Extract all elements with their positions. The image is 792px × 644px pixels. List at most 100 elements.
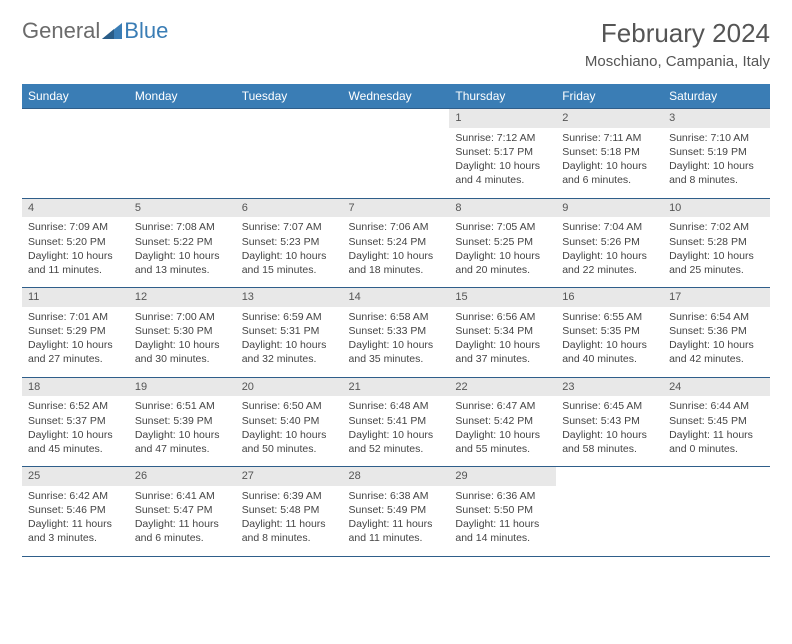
day-detail-cell (343, 128, 450, 198)
day-detail-line: Daylight: 10 hours and 37 minutes. (455, 338, 550, 366)
day-detail-line: Daylight: 10 hours and 13 minutes. (135, 249, 230, 277)
day-detail-cell: Sunrise: 6:36 AMSunset: 5:50 PMDaylight:… (449, 486, 556, 556)
location-text: Moschiano, Campania, Italy (585, 53, 770, 70)
day-detail-line: Daylight: 11 hours and 14 minutes. (455, 517, 550, 545)
day-detail-line: Sunrise: 6:59 AM (242, 310, 337, 324)
day-number-cell: 1 (449, 109, 556, 128)
logo-text-general: General (22, 18, 100, 44)
day-detail-cell (556, 486, 663, 556)
day-detail-line: Sunrise: 7:01 AM (28, 310, 123, 324)
day-detail-line: Sunrise: 6:51 AM (135, 399, 230, 413)
day-number-cell: 3 (663, 109, 770, 128)
day-number-cell: 16 (556, 288, 663, 307)
day-detail-line: Daylight: 10 hours and 50 minutes. (242, 428, 337, 456)
day-detail-line: Daylight: 10 hours and 20 minutes. (455, 249, 550, 277)
day-detail-line: Sunrise: 7:07 AM (242, 220, 337, 234)
day-detail-line: Sunrise: 7:12 AM (455, 131, 550, 145)
day-detail-line: Daylight: 10 hours and 58 minutes. (562, 428, 657, 456)
day-detail-cell (129, 128, 236, 198)
day-number-cell: 26 (129, 467, 236, 486)
day-detail-cell: Sunrise: 7:06 AMSunset: 5:24 PMDaylight:… (343, 217, 450, 287)
day-detail-cell: Sunrise: 6:45 AMSunset: 5:43 PMDaylight:… (556, 396, 663, 466)
day-number-cell: 23 (556, 377, 663, 396)
day-detail-line: Daylight: 10 hours and 11 minutes. (28, 249, 123, 277)
day-detail-line: Sunrise: 7:10 AM (669, 131, 764, 145)
day-detail-line: Sunrise: 6:41 AM (135, 489, 230, 503)
day-detail-line: Sunset: 5:18 PM (562, 145, 657, 159)
day-detail-cell: Sunrise: 7:10 AMSunset: 5:19 PMDaylight:… (663, 128, 770, 198)
day-detail-line: Sunset: 5:19 PM (669, 145, 764, 159)
day-detail-cell: Sunrise: 7:00 AMSunset: 5:30 PMDaylight:… (129, 307, 236, 377)
day-detail-cell (236, 128, 343, 198)
day-detail-row: Sunrise: 7:12 AMSunset: 5:17 PMDaylight:… (22, 128, 770, 198)
day-number-cell: 6 (236, 198, 343, 217)
day-detail-cell: Sunrise: 6:54 AMSunset: 5:36 PMDaylight:… (663, 307, 770, 377)
day-detail-line: Daylight: 10 hours and 22 minutes. (562, 249, 657, 277)
weekday-header: Wednesday (343, 84, 450, 109)
day-detail-line: Sunrise: 6:47 AM (455, 399, 550, 413)
day-detail-cell: Sunrise: 6:55 AMSunset: 5:35 PMDaylight:… (556, 307, 663, 377)
day-number-cell: 19 (129, 377, 236, 396)
day-detail-line: Daylight: 10 hours and 52 minutes. (349, 428, 444, 456)
day-detail-cell: Sunrise: 6:59 AMSunset: 5:31 PMDaylight:… (236, 307, 343, 377)
calendar-table: Sunday Monday Tuesday Wednesday Thursday… (22, 84, 770, 644)
logo-text-blue: Blue (124, 18, 168, 44)
title-block: February 2024 Moschiano, Campania, Italy (585, 18, 770, 70)
day-detail-line: Sunset: 5:31 PM (242, 324, 337, 338)
day-number-cell: 27 (236, 467, 343, 486)
day-detail-cell: Sunrise: 6:41 AMSunset: 5:47 PMDaylight:… (129, 486, 236, 556)
day-detail-cell: Sunrise: 7:01 AMSunset: 5:29 PMDaylight:… (22, 307, 129, 377)
day-detail-line: Daylight: 11 hours and 11 minutes. (349, 517, 444, 545)
day-detail-line: Sunrise: 6:50 AM (242, 399, 337, 413)
day-detail-line: Sunset: 5:46 PM (28, 503, 123, 517)
day-detail-line: Sunrise: 7:04 AM (562, 220, 657, 234)
day-detail-line: Daylight: 10 hours and 8 minutes. (669, 159, 764, 187)
day-number-cell: 9 (556, 198, 663, 217)
logo: General Blue (22, 18, 168, 44)
day-number-cell: 15 (449, 288, 556, 307)
day-detail-line: Daylight: 11 hours and 8 minutes. (242, 517, 337, 545)
day-detail-line: Sunset: 5:34 PM (455, 324, 550, 338)
day-detail-cell: Sunrise: 7:04 AMSunset: 5:26 PMDaylight:… (556, 217, 663, 287)
day-detail-line: Sunrise: 7:09 AM (28, 220, 123, 234)
day-detail-line: Daylight: 10 hours and 27 minutes. (28, 338, 123, 366)
day-detail-line: Daylight: 10 hours and 40 minutes. (562, 338, 657, 366)
day-detail-line: Sunrise: 6:55 AM (562, 310, 657, 324)
day-detail-cell: Sunrise: 6:48 AMSunset: 5:41 PMDaylight:… (343, 396, 450, 466)
day-number-cell: 28 (343, 467, 450, 486)
day-detail-line: Sunset: 5:26 PM (562, 235, 657, 249)
day-number-cell: 7 (343, 198, 450, 217)
weekday-header-row: Sunday Monday Tuesday Wednesday Thursday… (22, 84, 770, 109)
day-detail-line: Sunrise: 7:05 AM (455, 220, 550, 234)
day-number-cell: 17 (663, 288, 770, 307)
day-detail-line: Daylight: 10 hours and 6 minutes. (562, 159, 657, 187)
day-detail-cell (22, 128, 129, 198)
day-detail-line: Sunrise: 7:08 AM (135, 220, 230, 234)
day-detail-line: Sunset: 5:48 PM (242, 503, 337, 517)
day-detail-cell: Sunrise: 7:07 AMSunset: 5:23 PMDaylight:… (236, 217, 343, 287)
day-detail-line: Sunset: 5:47 PM (135, 503, 230, 517)
day-detail-line: Sunset: 5:28 PM (669, 235, 764, 249)
day-detail-line: Sunset: 5:33 PM (349, 324, 444, 338)
day-number-row: 11121314151617 (22, 288, 770, 307)
day-detail-line: Sunrise: 7:11 AM (562, 131, 657, 145)
day-number-cell: 29 (449, 467, 556, 486)
day-detail-line: Sunrise: 6:58 AM (349, 310, 444, 324)
day-detail-line: Sunset: 5:22 PM (135, 235, 230, 249)
day-detail-line: Sunset: 5:43 PM (562, 414, 657, 428)
day-number-cell: 22 (449, 377, 556, 396)
day-detail-cell: Sunrise: 7:09 AMSunset: 5:20 PMDaylight:… (22, 217, 129, 287)
weekday-header: Saturday (663, 84, 770, 109)
day-detail-line: Daylight: 11 hours and 0 minutes. (669, 428, 764, 456)
day-detail-line: Daylight: 10 hours and 15 minutes. (242, 249, 337, 277)
weekday-header: Thursday (449, 84, 556, 109)
day-detail-cell: Sunrise: 6:44 AMSunset: 5:45 PMDaylight:… (663, 396, 770, 466)
day-number-cell: 25 (22, 467, 129, 486)
day-detail-cell: Sunrise: 6:52 AMSunset: 5:37 PMDaylight:… (22, 396, 129, 466)
day-detail-line: Sunset: 5:23 PM (242, 235, 337, 249)
day-detail-cell: Sunrise: 6:38 AMSunset: 5:49 PMDaylight:… (343, 486, 450, 556)
day-number-cell (556, 467, 663, 486)
weekday-header: Friday (556, 84, 663, 109)
day-detail-cell: Sunrise: 7:12 AMSunset: 5:17 PMDaylight:… (449, 128, 556, 198)
day-detail-cell: Sunrise: 6:42 AMSunset: 5:46 PMDaylight:… (22, 486, 129, 556)
